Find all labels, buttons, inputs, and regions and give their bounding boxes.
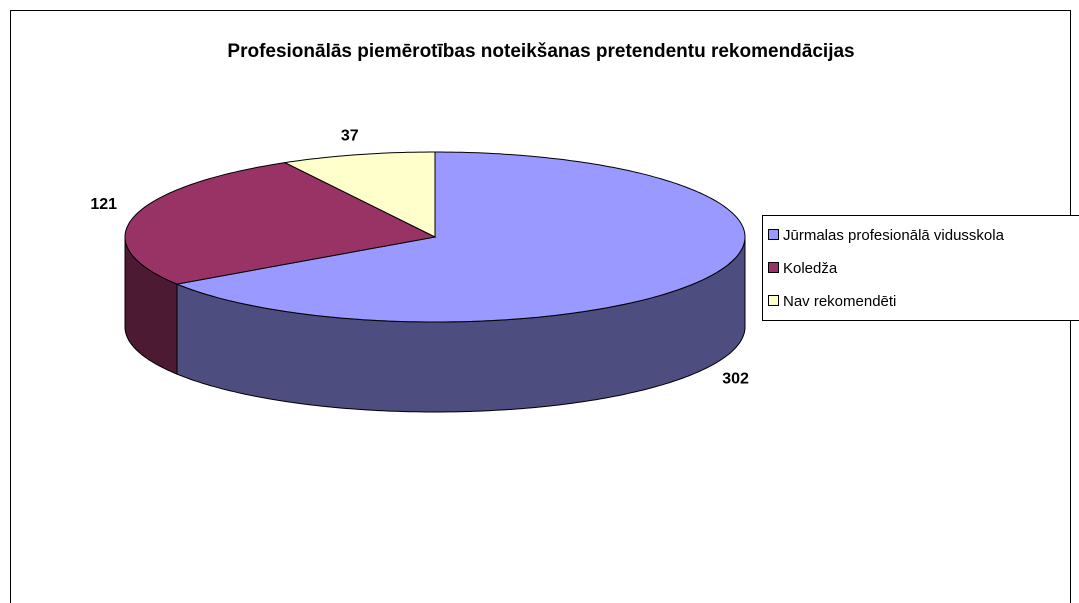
slice [175, 151, 746, 323]
slice [283, 151, 436, 238]
slice [124, 162, 437, 285]
legend-swatch [768, 295, 779, 306]
data-label: 121 [90, 196, 117, 213]
legend-swatch [768, 229, 779, 240]
data-label: 37 [341, 128, 359, 145]
legend-swatch [768, 262, 779, 273]
legend-label: Koledža [783, 260, 838, 277]
chart-title: Profesionālās piemērotības noteikšanas p… [227, 41, 854, 62]
data-label: 302 [722, 370, 749, 387]
legend-label: Nav rekomendēti [783, 293, 896, 310]
legend-label: Jūrmalas profesionālā vidusskola [783, 227, 1005, 244]
legend-box [762, 215, 1079, 321]
